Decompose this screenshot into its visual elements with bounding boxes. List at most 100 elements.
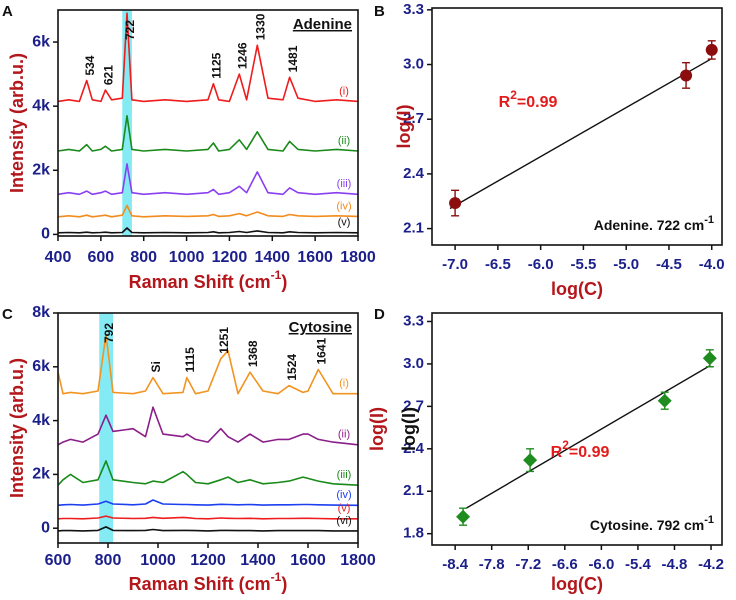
spectrum-line <box>57 12 359 103</box>
y-tick-label: 3.3 <box>403 1 424 18</box>
x-tick-label: 1000 <box>169 249 205 266</box>
x-tick-label: -6.6 <box>552 556 578 573</box>
x-tick-label: -8.4 <box>442 556 469 573</box>
panel-note-part: Adenine. 722 cm <box>594 217 705 233</box>
y-tick-label: 6k <box>32 33 50 50</box>
panel-note: Adenine. 722 cm-1 <box>594 214 714 233</box>
r-squared-part: =0.99 <box>517 94 558 111</box>
x-tick-label: -6.5 <box>485 256 511 273</box>
x-tick-label: -5.0 <box>613 256 639 273</box>
peak-label: 1368 <box>246 340 260 367</box>
spectrum-line <box>57 515 358 520</box>
y-axis-label: log(I) <box>399 407 419 451</box>
data-point <box>523 453 538 468</box>
peak-label: Si <box>149 361 163 372</box>
r-squared-part: R <box>551 444 563 461</box>
x-axis-label: log(C) <box>551 279 603 299</box>
series-label: (iii) <box>337 178 352 190</box>
x-tick-label: -6.0 <box>528 256 554 273</box>
highlight-band <box>122 10 132 236</box>
data-point <box>449 197 462 210</box>
peak-label: 621 <box>102 65 116 85</box>
peak-label: 1125 <box>210 52 224 78</box>
y-tick-label: 2.1 <box>403 220 424 237</box>
x-tick-label: 1800 <box>340 249 376 266</box>
series-label: (i) <box>339 378 349 390</box>
x-axis-label-part: -1 <box>271 268 282 282</box>
peak-label: 1481 <box>286 45 300 72</box>
peak-label: 1330 <box>253 13 267 40</box>
r-squared: R2=0.99 <box>551 438 610 461</box>
peak-label: 1115 <box>183 347 197 373</box>
x-tick-label: -7.8 <box>479 556 505 573</box>
y-tick-label: 4k <box>32 412 50 429</box>
spectrum-line <box>57 163 359 196</box>
peak-label: 534 <box>83 55 97 75</box>
x-tick-label: 600 <box>45 552 72 569</box>
r-squared-part: 2 <box>510 88 517 102</box>
peak-label: 722 <box>123 20 137 40</box>
x-tick-label: -7.0 <box>442 256 468 273</box>
x-axis-label: Raman Shift (cm-1) <box>129 570 288 594</box>
y-tick-label: 2.7 <box>403 110 424 127</box>
series-label: (i) <box>339 85 349 97</box>
x-axis-label: log(C) <box>551 574 603 594</box>
x-tick-label: 1800 <box>340 552 376 569</box>
x-tick-label: -4.8 <box>662 556 688 573</box>
y-axis-label: Intensity (arb.u.) <box>7 53 27 193</box>
series-label: (v) <box>338 503 351 515</box>
panel-note-part: -1 <box>704 514 714 526</box>
spectrum-line <box>57 460 359 486</box>
y-tick-label: 2.7 <box>403 397 424 414</box>
x-tick-label: -5.5 <box>570 256 596 273</box>
y-tick-label: 3.0 <box>403 355 424 372</box>
x-tick-label: -4.2 <box>698 556 724 573</box>
y-tick-label: 2.1 <box>403 482 424 499</box>
r-squared: R2=0.99 <box>499 88 558 111</box>
spectrum-line <box>57 499 359 507</box>
x-tick-label: 1200 <box>190 552 226 569</box>
y-axis-label: log(I) <box>394 105 414 149</box>
y-axis-label: log(I) <box>367 407 387 451</box>
y-tick-label: 3.3 <box>403 312 424 329</box>
y-tick-label: 1.8 <box>403 525 424 542</box>
data-point <box>456 509 471 524</box>
x-tick-label: 1400 <box>240 552 276 569</box>
series-label: (ii) <box>338 429 350 441</box>
x-tick-label: 1600 <box>297 249 333 266</box>
spectrum-line <box>57 406 359 446</box>
y-tick-label: 0 <box>41 519 50 536</box>
r-squared-part: 2 <box>562 438 569 452</box>
y-tick-label: 4k <box>32 97 50 114</box>
x-tick-label: -6.0 <box>588 556 614 573</box>
x-tick-label: -5.4 <box>625 556 652 573</box>
spectrum-line <box>57 115 359 152</box>
spectrum-line <box>57 204 359 218</box>
fit-line <box>465 364 711 509</box>
spectrum-line <box>57 526 358 532</box>
panel-title: Cytosine <box>289 319 352 336</box>
data-point <box>705 43 718 56</box>
x-tick-label: 1200 <box>212 249 248 266</box>
series-label: (v) <box>338 217 351 229</box>
series-label: (iii) <box>337 469 352 481</box>
panel-letter: D <box>374 306 385 323</box>
x-axis-label-part: -1 <box>271 570 282 584</box>
plot-frame <box>57 9 359 237</box>
data-point <box>680 69 693 82</box>
x-tick-label: 1000 <box>140 552 176 569</box>
x-tick-label: 800 <box>95 552 122 569</box>
spectrum-line <box>57 227 359 234</box>
data-point <box>702 351 717 366</box>
y-tick-label: 8k <box>32 304 50 321</box>
y-tick-label: 2.4 <box>403 440 425 457</box>
y-tick-label: 3.0 <box>403 55 424 72</box>
panel-letter: A <box>2 3 13 20</box>
plot-frame <box>57 312 359 544</box>
panel-note: Cytosine. 792 cm-1 <box>590 514 714 533</box>
panel-letter: B <box>374 3 385 20</box>
y-tick-label: 6k <box>32 358 50 375</box>
x-tick-label: 800 <box>130 249 157 266</box>
panel-note-part: -1 <box>704 214 714 226</box>
